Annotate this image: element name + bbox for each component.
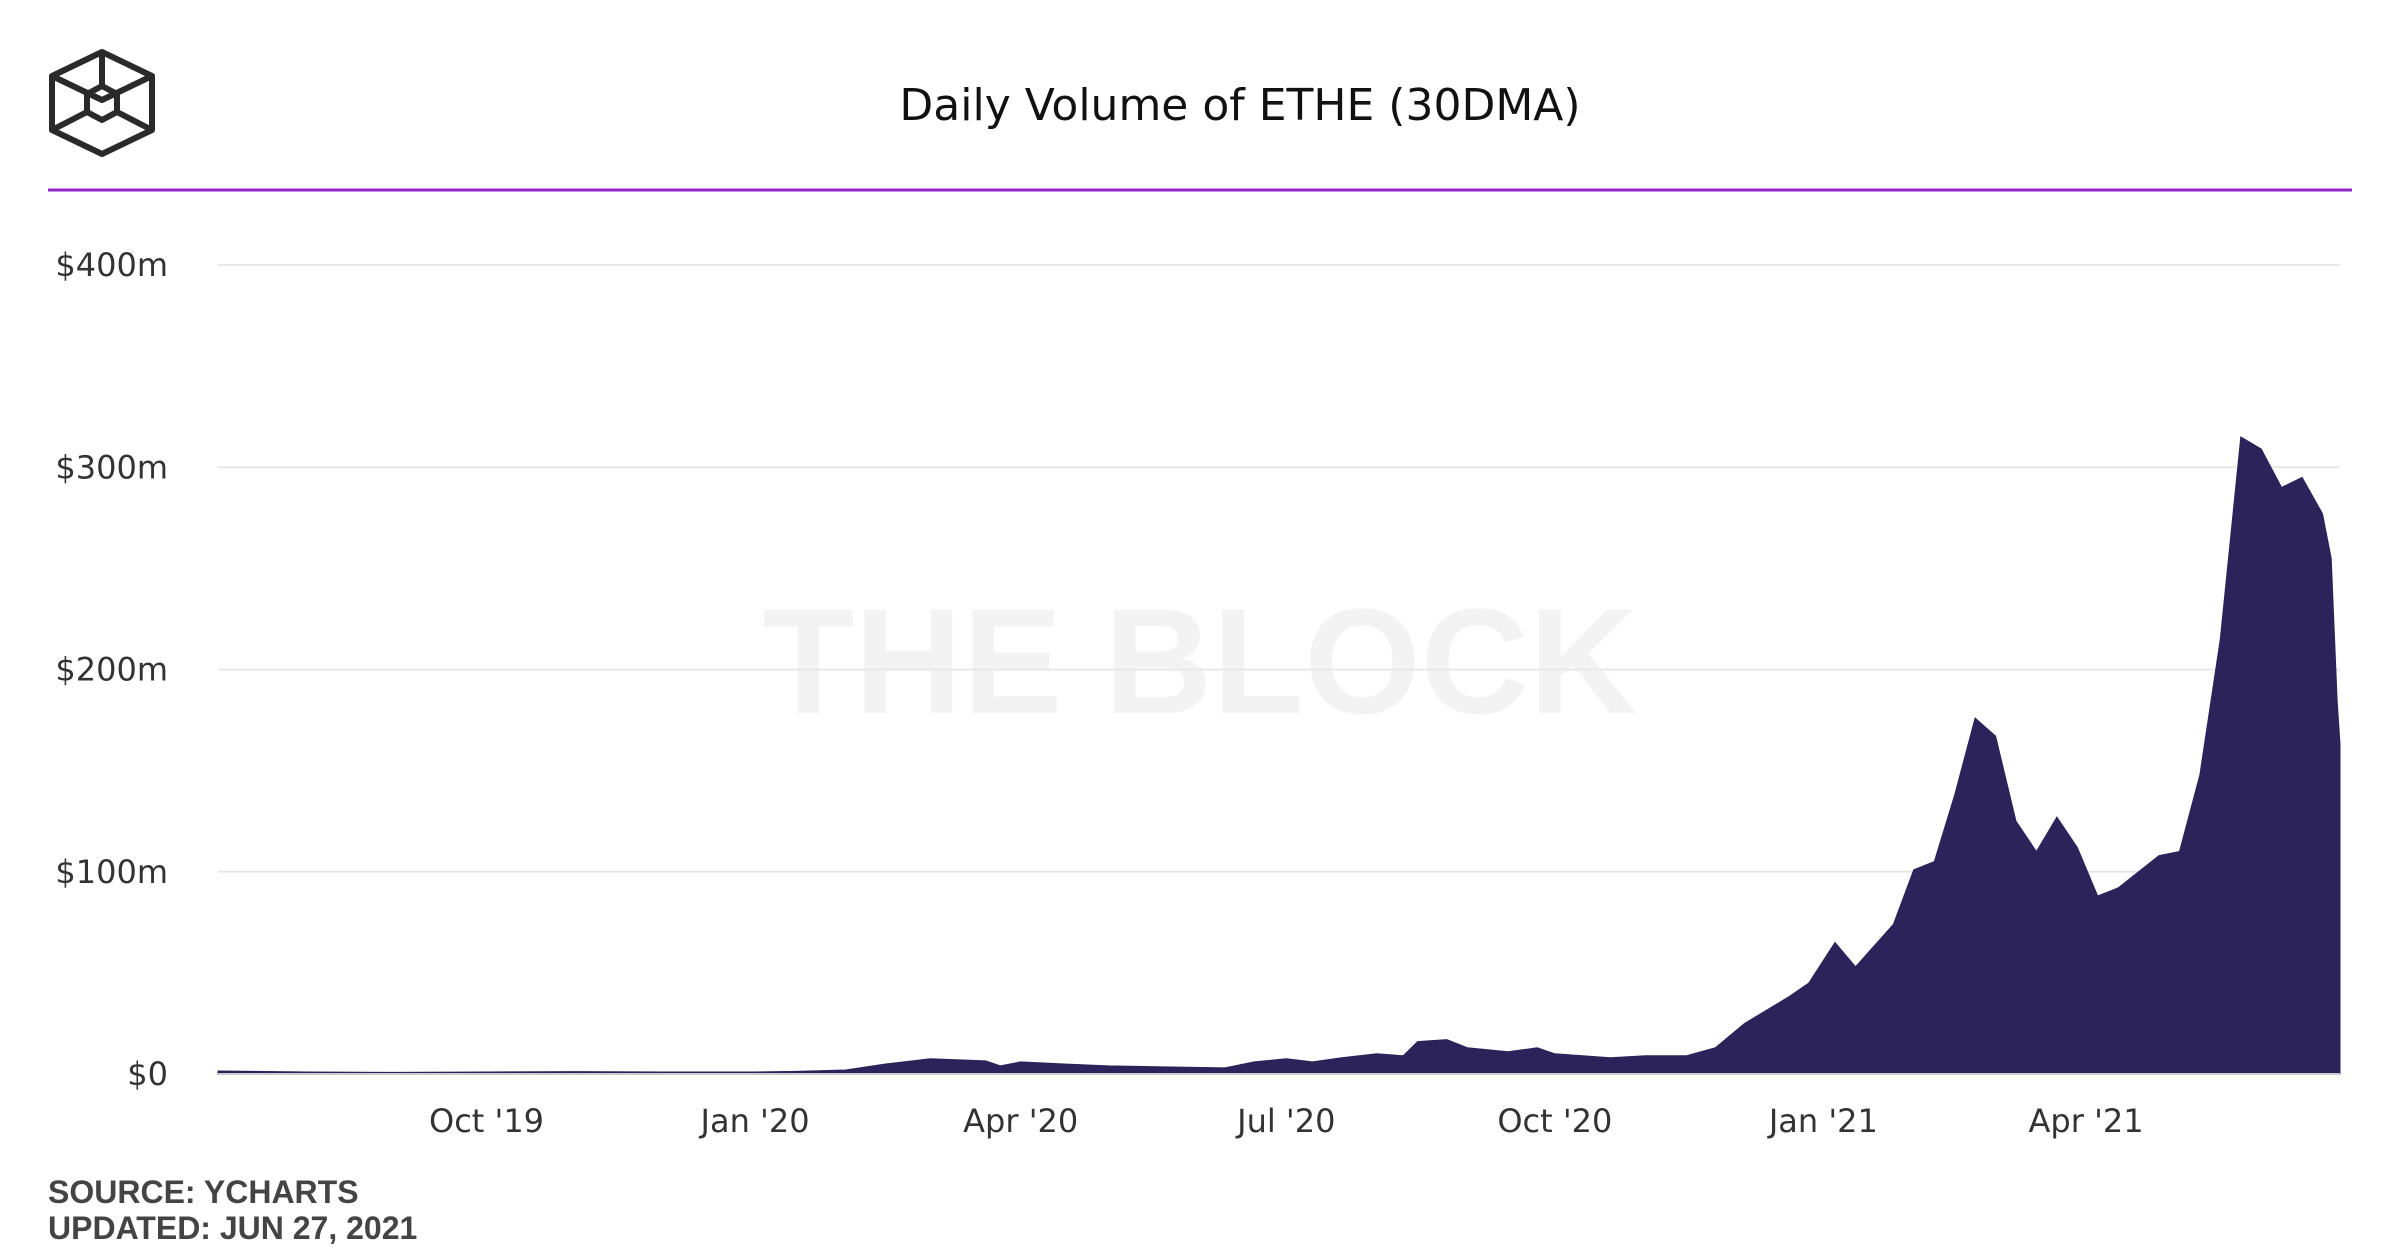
chart-title: Daily Volume of ETHE (30DMA) xyxy=(899,80,1580,131)
y-tick-label: $0 xyxy=(127,1055,168,1093)
source-note: SOURCE: YCHARTS xyxy=(48,1174,359,1210)
series-area xyxy=(217,436,2341,1075)
plot-area xyxy=(217,436,2341,1075)
x-tick-label: Jan '21 xyxy=(1767,1102,1878,1140)
x-tick-label: Oct '20 xyxy=(1497,1102,1612,1140)
y-tick-label: $100m xyxy=(55,853,168,891)
gridlines xyxy=(218,264,2340,873)
watermark: THE BLOCK xyxy=(763,577,1638,745)
updated-note: UPDATED: JUN 27, 2021 xyxy=(48,1210,417,1246)
x-tick-label: Oct '19 xyxy=(429,1102,544,1140)
x-axis: Oct '19 Jan '20 Apr '20 Jul '20 Oct '20 Jan '… xyxy=(429,1102,2144,1140)
x-tick-label: Jul '20 xyxy=(1235,1102,1335,1140)
y-tick-label: $200m xyxy=(55,651,168,689)
x-tick-label: Apr '21 xyxy=(2029,1102,2144,1140)
the-block-cube-logo-icon[interactable] xyxy=(49,49,155,157)
y-tick-label: $400m xyxy=(55,246,168,284)
x-tick-label: Apr '20 xyxy=(963,1102,1078,1140)
y-tick-label: $300m xyxy=(55,448,168,486)
y-axis: $0 $100m $200m $300m $400m xyxy=(55,246,168,1093)
x-tick-label: Jan '20 xyxy=(699,1102,810,1140)
